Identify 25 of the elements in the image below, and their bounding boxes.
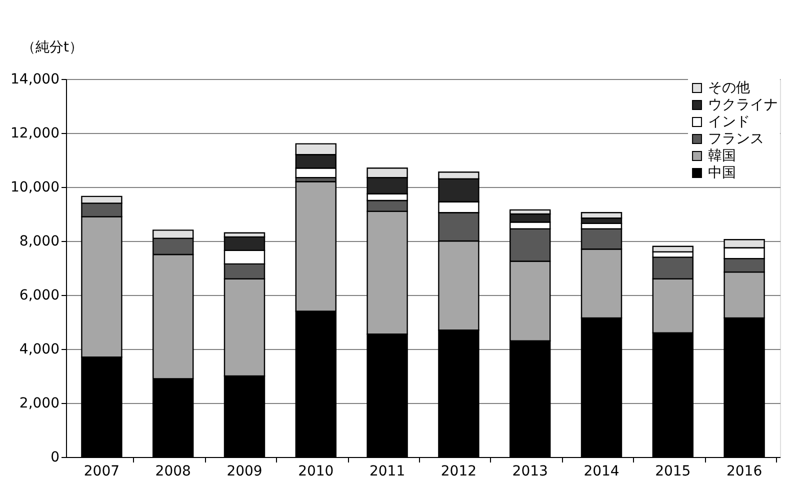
legend-label: 中国 [708,165,736,181]
y-tick-label: 2,000 [19,396,60,412]
legend-label: その他 [708,80,750,96]
legend-label: ウクライナ [708,97,778,113]
x-tick-label: 2012 [440,464,477,480]
x-tick-label: 2007 [84,464,120,480]
legend-label: 韓国 [708,148,736,164]
y-tick-label: 4,000 [19,342,60,358]
y-tick-label: 14,000 [10,72,60,88]
y-tick-label: 10,000 [10,180,60,196]
y-axis-title: （純分t） [22,40,83,56]
y-tick-label: 0 [50,450,60,466]
legend-label: インド [708,114,750,130]
x-tick-label: 2008 [155,464,191,480]
x-tick-label: 2009 [226,464,262,480]
x-tick-label: 2013 [512,464,548,480]
x-tick-label: 2010 [298,464,334,480]
x-tick-label: 2014 [584,464,620,480]
y-tick-label: 8,000 [19,234,60,250]
x-tick-label: 2011 [369,464,406,480]
x-tick-label: 2015 [655,464,691,480]
legend-label: フランス [708,131,764,147]
y-tick-label: 6,000 [19,288,60,304]
x-tick-label: 2016 [726,464,762,480]
y-tick-label: 12,000 [10,126,60,142]
